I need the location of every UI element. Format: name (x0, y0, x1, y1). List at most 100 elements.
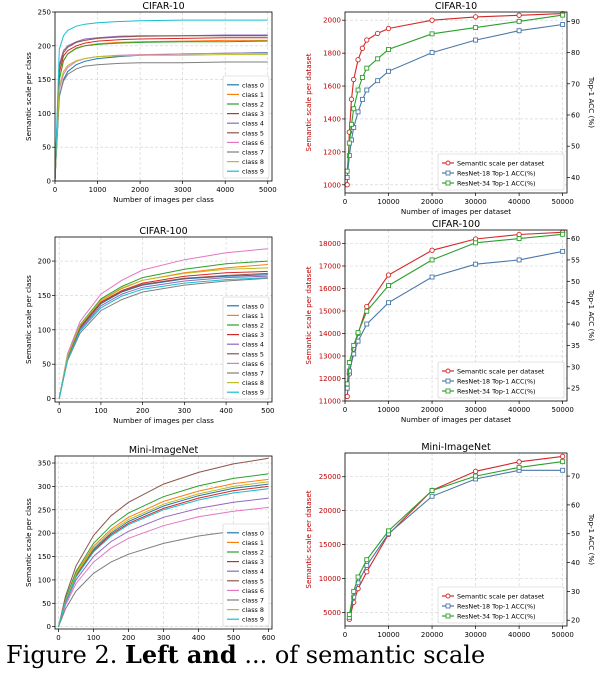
x-tick-label: 40000 (508, 631, 530, 639)
data-point (375, 78, 381, 84)
plot-frame (344, 229, 568, 402)
y2-tick-label: 55 (571, 256, 580, 264)
legend: Semantic scale per dataset ResNet-18 Top-… (437, 153, 565, 191)
y2-axis-label: Top-1 ACC (%) (587, 76, 596, 128)
y-tick-label: 1800 (323, 50, 341, 58)
y2-tick-label: 90 (571, 18, 580, 26)
x-tick-label: 20000 (421, 631, 443, 639)
legend-label: class 9 (242, 389, 264, 397)
series-line-6 (54, 35, 268, 180)
data-point (344, 385, 350, 391)
x-axis-label: Number of images per dataset (401, 415, 511, 424)
x-tick-label: 300 (157, 634, 170, 640)
data-point (346, 140, 352, 146)
legend-marker (445, 613, 451, 619)
y-tick-label: 150 (38, 76, 51, 84)
data-point (516, 459, 522, 465)
legend-label: Semantic scale per dataset (457, 368, 545, 376)
y-tick-label: 50 (42, 361, 51, 369)
legend-label: class 9 (242, 616, 264, 624)
data-point (344, 182, 350, 188)
data-point (364, 37, 370, 43)
y2-tick-label: 40 (571, 174, 580, 182)
chart-title: CIFAR-10 (435, 1, 477, 12)
y-tick-label: 0 (47, 395, 51, 403)
data-point (359, 75, 365, 80)
x-axis-label: Number of images per dataset (401, 207, 511, 216)
y-tick-label: 20000 (319, 507, 341, 515)
y-tick-label: 15000 (319, 308, 341, 316)
plot-frame (54, 236, 273, 403)
legend-label: class 3 (242, 110, 264, 118)
plot-frame (344, 11, 568, 194)
y-tick-label: 25000 (319, 473, 341, 481)
x-tick-label: 10000 (377, 631, 399, 639)
caption-bold: Left and (124, 640, 237, 669)
y-axis-label: Semantic scale per dataset (304, 266, 313, 364)
legend-label: class 8 (242, 379, 264, 387)
data-point (473, 240, 479, 246)
y-tick-label: 11000 (319, 398, 341, 406)
data-point (473, 25, 479, 31)
x-tick-label: 400 (219, 407, 232, 415)
y2-axis-label: Top-1 ACC (%) (587, 289, 596, 341)
y-tick-label: 1200 (323, 148, 341, 156)
x-tick-label: 0 (53, 186, 57, 194)
legend-label: class 3 (242, 558, 264, 566)
data-point (429, 31, 435, 37)
data-point (355, 574, 361, 580)
y2-axis-label: Top-1 ACC (%) (587, 513, 596, 565)
x-tick-label: 0 (343, 631, 347, 639)
data-point (473, 473, 479, 479)
data-point (364, 308, 370, 314)
data-point (359, 96, 365, 102)
data-point (560, 248, 566, 254)
legend-label: class 1 (242, 539, 264, 547)
data-point (374, 30, 381, 37)
data-point (355, 57, 361, 63)
x-tick-label: 5000 (259, 186, 277, 194)
legend-label: ResNet-18 Top-1 ACC(%) (457, 378, 536, 386)
chart-3: 0 100 200 300 400 500 0 50 100 150 200 CIFAR-100 Num… (24, 226, 275, 425)
series-line-9 (58, 267, 268, 399)
chart-title: CIFAR-100 (139, 226, 187, 237)
data-point (355, 109, 361, 115)
y2-tick-label: 60 (571, 501, 580, 509)
data-point (429, 257, 435, 263)
x-tick-label: 50000 (552, 406, 574, 414)
y2-tick-label: 30 (571, 588, 580, 596)
y-tick-label: 10000 (319, 575, 341, 583)
data-point (346, 612, 352, 617)
legend-label: class 2 (242, 322, 264, 330)
legend-label: ResNet-18 Top-1 ACC(%) (457, 170, 536, 178)
y-tick-label: 250 (38, 506, 51, 514)
x-tick-label: 300 (178, 407, 191, 415)
x-tick-label: 10000 (377, 198, 399, 206)
y-tick-label: 150 (38, 292, 51, 300)
chart-4: 0 10000 20000 30000 40000 50000 11000 12000 1300… (304, 219, 596, 424)
legend-box (437, 586, 565, 624)
x-tick-label: 30000 (464, 198, 486, 206)
legend-box (437, 361, 565, 399)
x-tick-label: 3000 (174, 186, 192, 194)
series-line-10 (54, 19, 268, 180)
data-point (429, 50, 435, 56)
legend-label: class 7 (242, 597, 264, 605)
series-line-7 (58, 506, 269, 627)
y-axis-label: Semantic scale per dataset (304, 53, 313, 151)
y-axis-label: Semantic scale per class (24, 275, 33, 364)
x-tick-label: 600 (262, 634, 275, 640)
x-axis-label: Number of images per class (113, 416, 214, 425)
x-tick-label: 0 (343, 406, 347, 414)
y2-tick-label: 50 (571, 530, 580, 538)
x-tick-label: 10000 (377, 406, 399, 414)
data-point (348, 96, 355, 102)
legend-label: Semantic scale per dataset (457, 160, 545, 168)
chart-title: Mini-ImageNet (421, 442, 491, 453)
y-axis-label: Semantic scale per class (24, 498, 33, 587)
y-tick-label: 1400 (323, 115, 341, 123)
legend-label: class 8 (242, 606, 264, 614)
data-point (351, 588, 357, 594)
x-tick-label: 50000 (552, 198, 574, 206)
x-tick-label: 30000 (464, 406, 486, 414)
